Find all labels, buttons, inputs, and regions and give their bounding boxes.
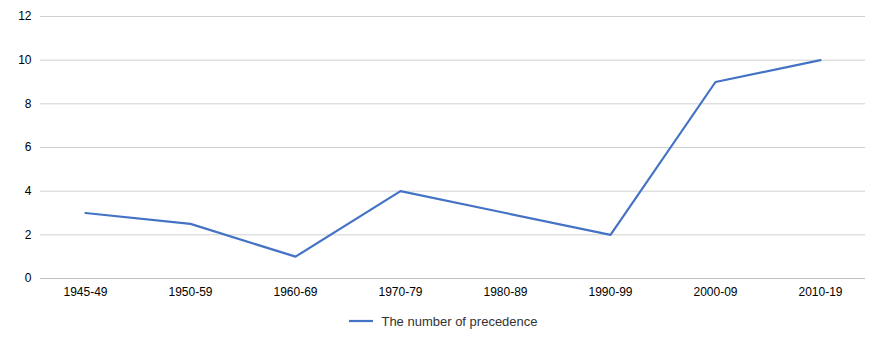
svg-text:1980-89: 1980-89: [483, 285, 527, 299]
svg-text:2000-09: 2000-09: [693, 285, 737, 299]
svg-text:2: 2: [25, 228, 32, 242]
svg-text:1960-69: 1960-69: [273, 285, 317, 299]
svg-text:10: 10: [18, 53, 32, 67]
svg-text:1990-99: 1990-99: [588, 285, 632, 299]
svg-text:8: 8: [25, 97, 32, 111]
svg-text:4: 4: [25, 184, 32, 198]
svg-text:1970-79: 1970-79: [378, 285, 422, 299]
svg-text:12: 12: [18, 9, 32, 23]
html-text:The number of precedence: The number of precedence: [381, 313, 538, 329]
svg-text:1945-49: 1945-49: [63, 285, 107, 299]
svg-text:2010-19: 2010-19: [798, 285, 842, 299]
svg-text:0: 0: [25, 271, 32, 285]
svg-text:6: 6: [25, 140, 32, 154]
svg-text:1950-59: 1950-59: [168, 285, 212, 299]
